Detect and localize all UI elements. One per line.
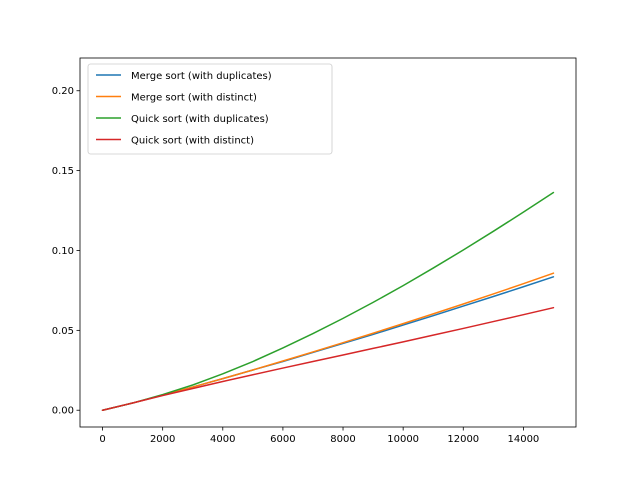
x-tick-label: 12000 — [447, 434, 479, 445]
x-tick-label: 10000 — [387, 434, 419, 445]
legend-label: Merge sort (with distinct) — [131, 93, 257, 104]
x-tick-label: 8000 — [330, 434, 355, 445]
legend-box — [87, 63, 333, 155]
series-line-2 — [101, 272, 555, 411]
axes-frame — [79, 57, 577, 428]
x-tick-label: 2000 — [150, 434, 175, 445]
y-axis: 0.00 0.05 0.10 0.15 0.20 — [52, 86, 80, 417]
x-tick-label: 14000 — [507, 434, 539, 445]
series-layer — [101, 191, 555, 411]
x-tick-label: 4000 — [210, 434, 235, 445]
legend-label: Quick sort (with distinct) — [131, 136, 254, 147]
y-tick-label: 0.20 — [52, 86, 74, 97]
y-tick-label: 0.00 — [52, 406, 74, 417]
y-tick-label: 0.05 — [52, 326, 74, 337]
y-tick-label: 0.10 — [52, 246, 74, 257]
x-tick-label: 0 — [99, 434, 105, 445]
series-line-4 — [101, 306, 555, 411]
y-tick-label: 0.15 — [52, 166, 74, 177]
legend: Merge sort (with duplicates) Merge sort (… — [87, 63, 333, 155]
legend-label: Merge sort (with duplicates) — [131, 71, 272, 82]
series-line-3 — [101, 191, 555, 411]
x-tick-label: 6000 — [270, 434, 295, 445]
x-axis: 0 2000 4000 6000 8000 10000 12000 14000 — [99, 427, 539, 445]
legend-label: Quick sort (with duplicates) — [131, 114, 269, 125]
